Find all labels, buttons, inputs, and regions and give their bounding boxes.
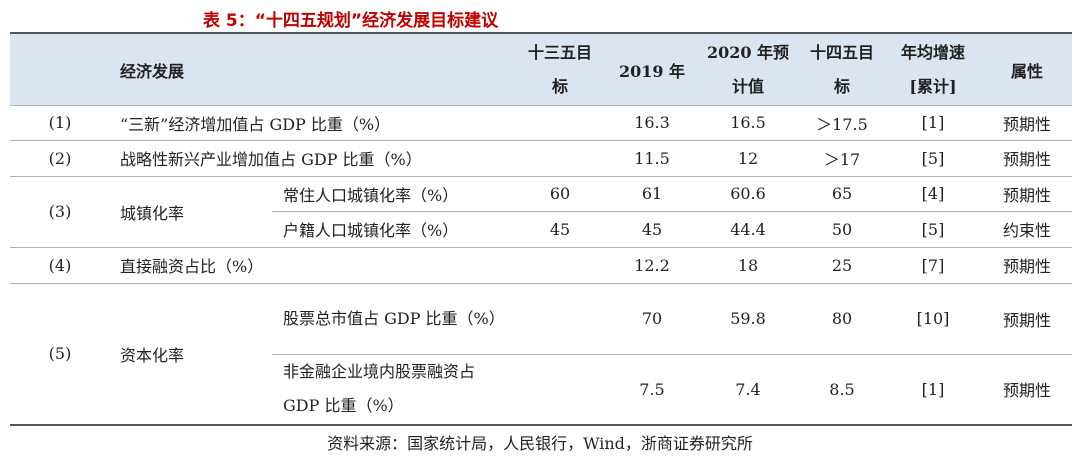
cell-attribute: 预期性 [1002,381,1051,400]
row-group-label: 城镇化率 [120,203,185,223]
cell-avg-growth: [4] [921,184,945,203]
row-label: “三新”经济增加值占 GDP 比重（%） [120,114,391,134]
row-number: (3) [48,202,72,221]
header-2020-line1: 2020 年预 [706,42,790,62]
row-number: (4) [48,255,72,275]
row-number: (1) [48,113,72,132]
header-2019: 2019 年 [618,61,686,81]
cell-plan14: ＞17.5 [816,114,868,134]
header-avg-growth: 年均增速 [累计] [885,34,981,105]
subrow-separator [272,211,1072,212]
cell-2020-estimate: 18 [737,255,759,275]
cell-2019: 70 [641,309,663,328]
cell-2020-estimate: 60.6 [730,184,766,203]
subrow-label: 股票总市值占 GDP 比重（%） [283,308,505,328]
cell-plan14: 50 [831,219,853,239]
header-2020-line2: 计值 [731,76,764,96]
row-separator [10,105,1072,106]
subrow-label: 非金融企业境内股票融资占 GDP 比重（%） [283,362,476,415]
table-title-text: 表 5：“十四五规划”经济发展目标建议 [203,11,499,31]
table-top-rule [10,32,1072,34]
table-header-background [10,34,1072,105]
header-item: 经济发展 [120,61,185,81]
header-plan13-line2: 标 [551,76,568,96]
cell-avg-growth: [5] [921,219,945,239]
row-number: (5) [48,344,72,363]
cell-2020-estimate: 12 [737,148,759,168]
header-2020-estimate: 2020 年预 计值 [696,34,800,105]
cell-plan14: 65 [831,184,853,203]
cell-2019: 16.3 [634,113,670,132]
header-attribute: 属性 [1010,61,1043,81]
header-plan14: 十四五目 标 [800,34,884,105]
subrow-label: 常住人口城镇化率（%） [283,185,459,205]
cell-attribute: 预期性 [1002,114,1051,134]
subrow-separator [272,354,1072,355]
cell-2019: 61 [641,184,663,203]
cell-plan14: 8.5 [829,379,855,399]
table-title: 表 5：“十四五规划”经济发展目标建议 [0,6,1080,31]
cell-plan13: 45 [549,219,571,239]
cell-plan14: ＞17 [823,150,861,169]
cell-attribute: 预期性 [1002,150,1051,169]
row-separator [10,283,1072,284]
row-number: (2) [48,148,72,168]
header-avg-growth-line1: 年均增速 [900,42,965,62]
source-note: 资料来源：国家统计局，人民银行，Wind，浙商证券研究所 [327,434,753,453]
cell-avg-growth: [7] [921,255,945,275]
cell-2019: 45 [641,219,663,239]
cell-avg-growth: [1] [921,113,945,132]
cell-avg-growth: [5] [921,148,945,168]
cell-2019: 12.2 [634,255,670,275]
cell-2020-estimate: 16.5 [730,113,766,132]
cell-avg-growth: [1] [921,379,945,399]
cell-plan14: 80 [831,309,853,328]
cell-2020-estimate: 7.4 [735,379,761,399]
table-bottom-rule [10,424,1072,426]
cell-plan14: 25 [831,255,853,275]
cell-attribute: 预期性 [1002,185,1051,205]
cell-attribute: 预期性 [1002,310,1051,330]
header-avg-growth-line2: [累计] [909,76,957,96]
row-label: 战略性新兴产业增加值占 GDP 比重（%） [120,150,422,169]
header-plan14-line1: 十四五目 [809,42,874,62]
cell-avg-growth: [10] [916,309,950,328]
row-separator [10,247,1072,248]
row-label: 直接融资占比（%） [120,257,264,276]
cell-2019: 7.5 [639,379,665,399]
row-separator [10,176,1072,177]
cell-attribute: 约束性 [1002,221,1051,240]
cell-plan13: 60 [549,184,571,203]
row-group-label: 资本化率 [120,345,185,365]
header-plan13: 十三五目 标 [510,34,610,105]
cell-attribute: 预期性 [1002,257,1051,276]
cell-2020-estimate: 59.8 [730,309,766,328]
subrow-label: 户籍人口城镇化率（%） [283,221,459,240]
cell-2019: 11.5 [634,148,670,168]
header-plan14-line2: 标 [833,76,850,96]
row-separator [10,140,1072,141]
header-plan13-line1: 十三五目 [527,42,592,62]
cell-2020-estimate: 44.4 [730,219,766,239]
